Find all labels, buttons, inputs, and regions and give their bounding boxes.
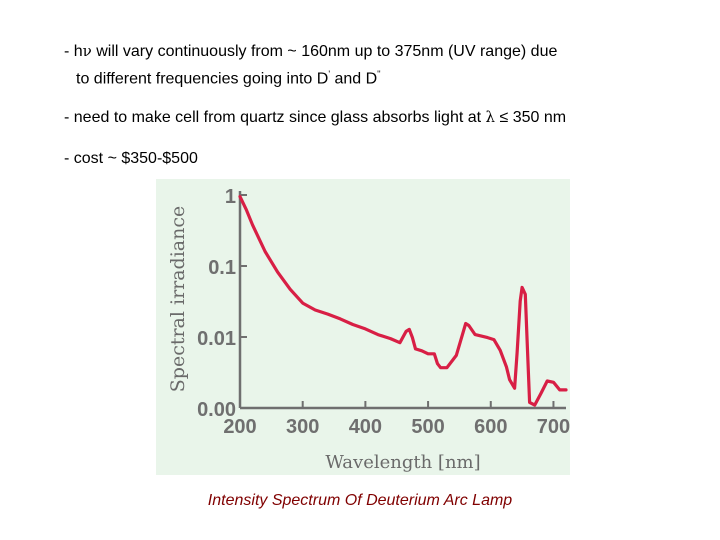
y-tick-label: 1	[225, 186, 236, 208]
x-tick-label: 500	[411, 416, 444, 438]
bullet-quartz-cell: - need to make cell from quartz since gl…	[64, 108, 567, 126]
bullet-frequency-line-2: to different frequencies going into D' a…	[76, 69, 381, 88]
x-tick-label: 600	[474, 416, 507, 438]
chart-axes	[238, 191, 566, 410]
bullet-frequency-range: - hν will vary continuously from ~ 160nm…	[64, 40, 557, 90]
x-tick-label: 300	[286, 416, 319, 438]
y-tick-label: 0.1	[208, 257, 236, 279]
y-tick-label: 0.01	[197, 328, 236, 350]
y-tick-label: 0.00	[197, 399, 236, 421]
figure-caption: Intensity Spectrum Of Deuterium Arc Lamp	[207, 492, 513, 509]
x-tick-label: 200	[223, 416, 256, 438]
bullet-cost: - cost ~ $350-$500	[64, 150, 198, 167]
spectrum-chart: 1 0.1 0.01 0.00 200 300 400 500 600 700 Spectral …	[156, 179, 570, 475]
x-tick-label: 400	[349, 416, 382, 438]
y-axis-label: Spectral irradiance	[167, 206, 189, 392]
bullet-frequency-line-1: - hν will vary continuously from ~ 160nm…	[64, 42, 558, 60]
x-tick-label: 700	[537, 416, 570, 438]
x-axis-label: Wavelength [nm]	[325, 452, 480, 473]
spectrum-line	[238, 195, 568, 407]
nu-symbol: ν	[82, 42, 92, 60]
lambda-symbol: λ	[485, 108, 496, 126]
